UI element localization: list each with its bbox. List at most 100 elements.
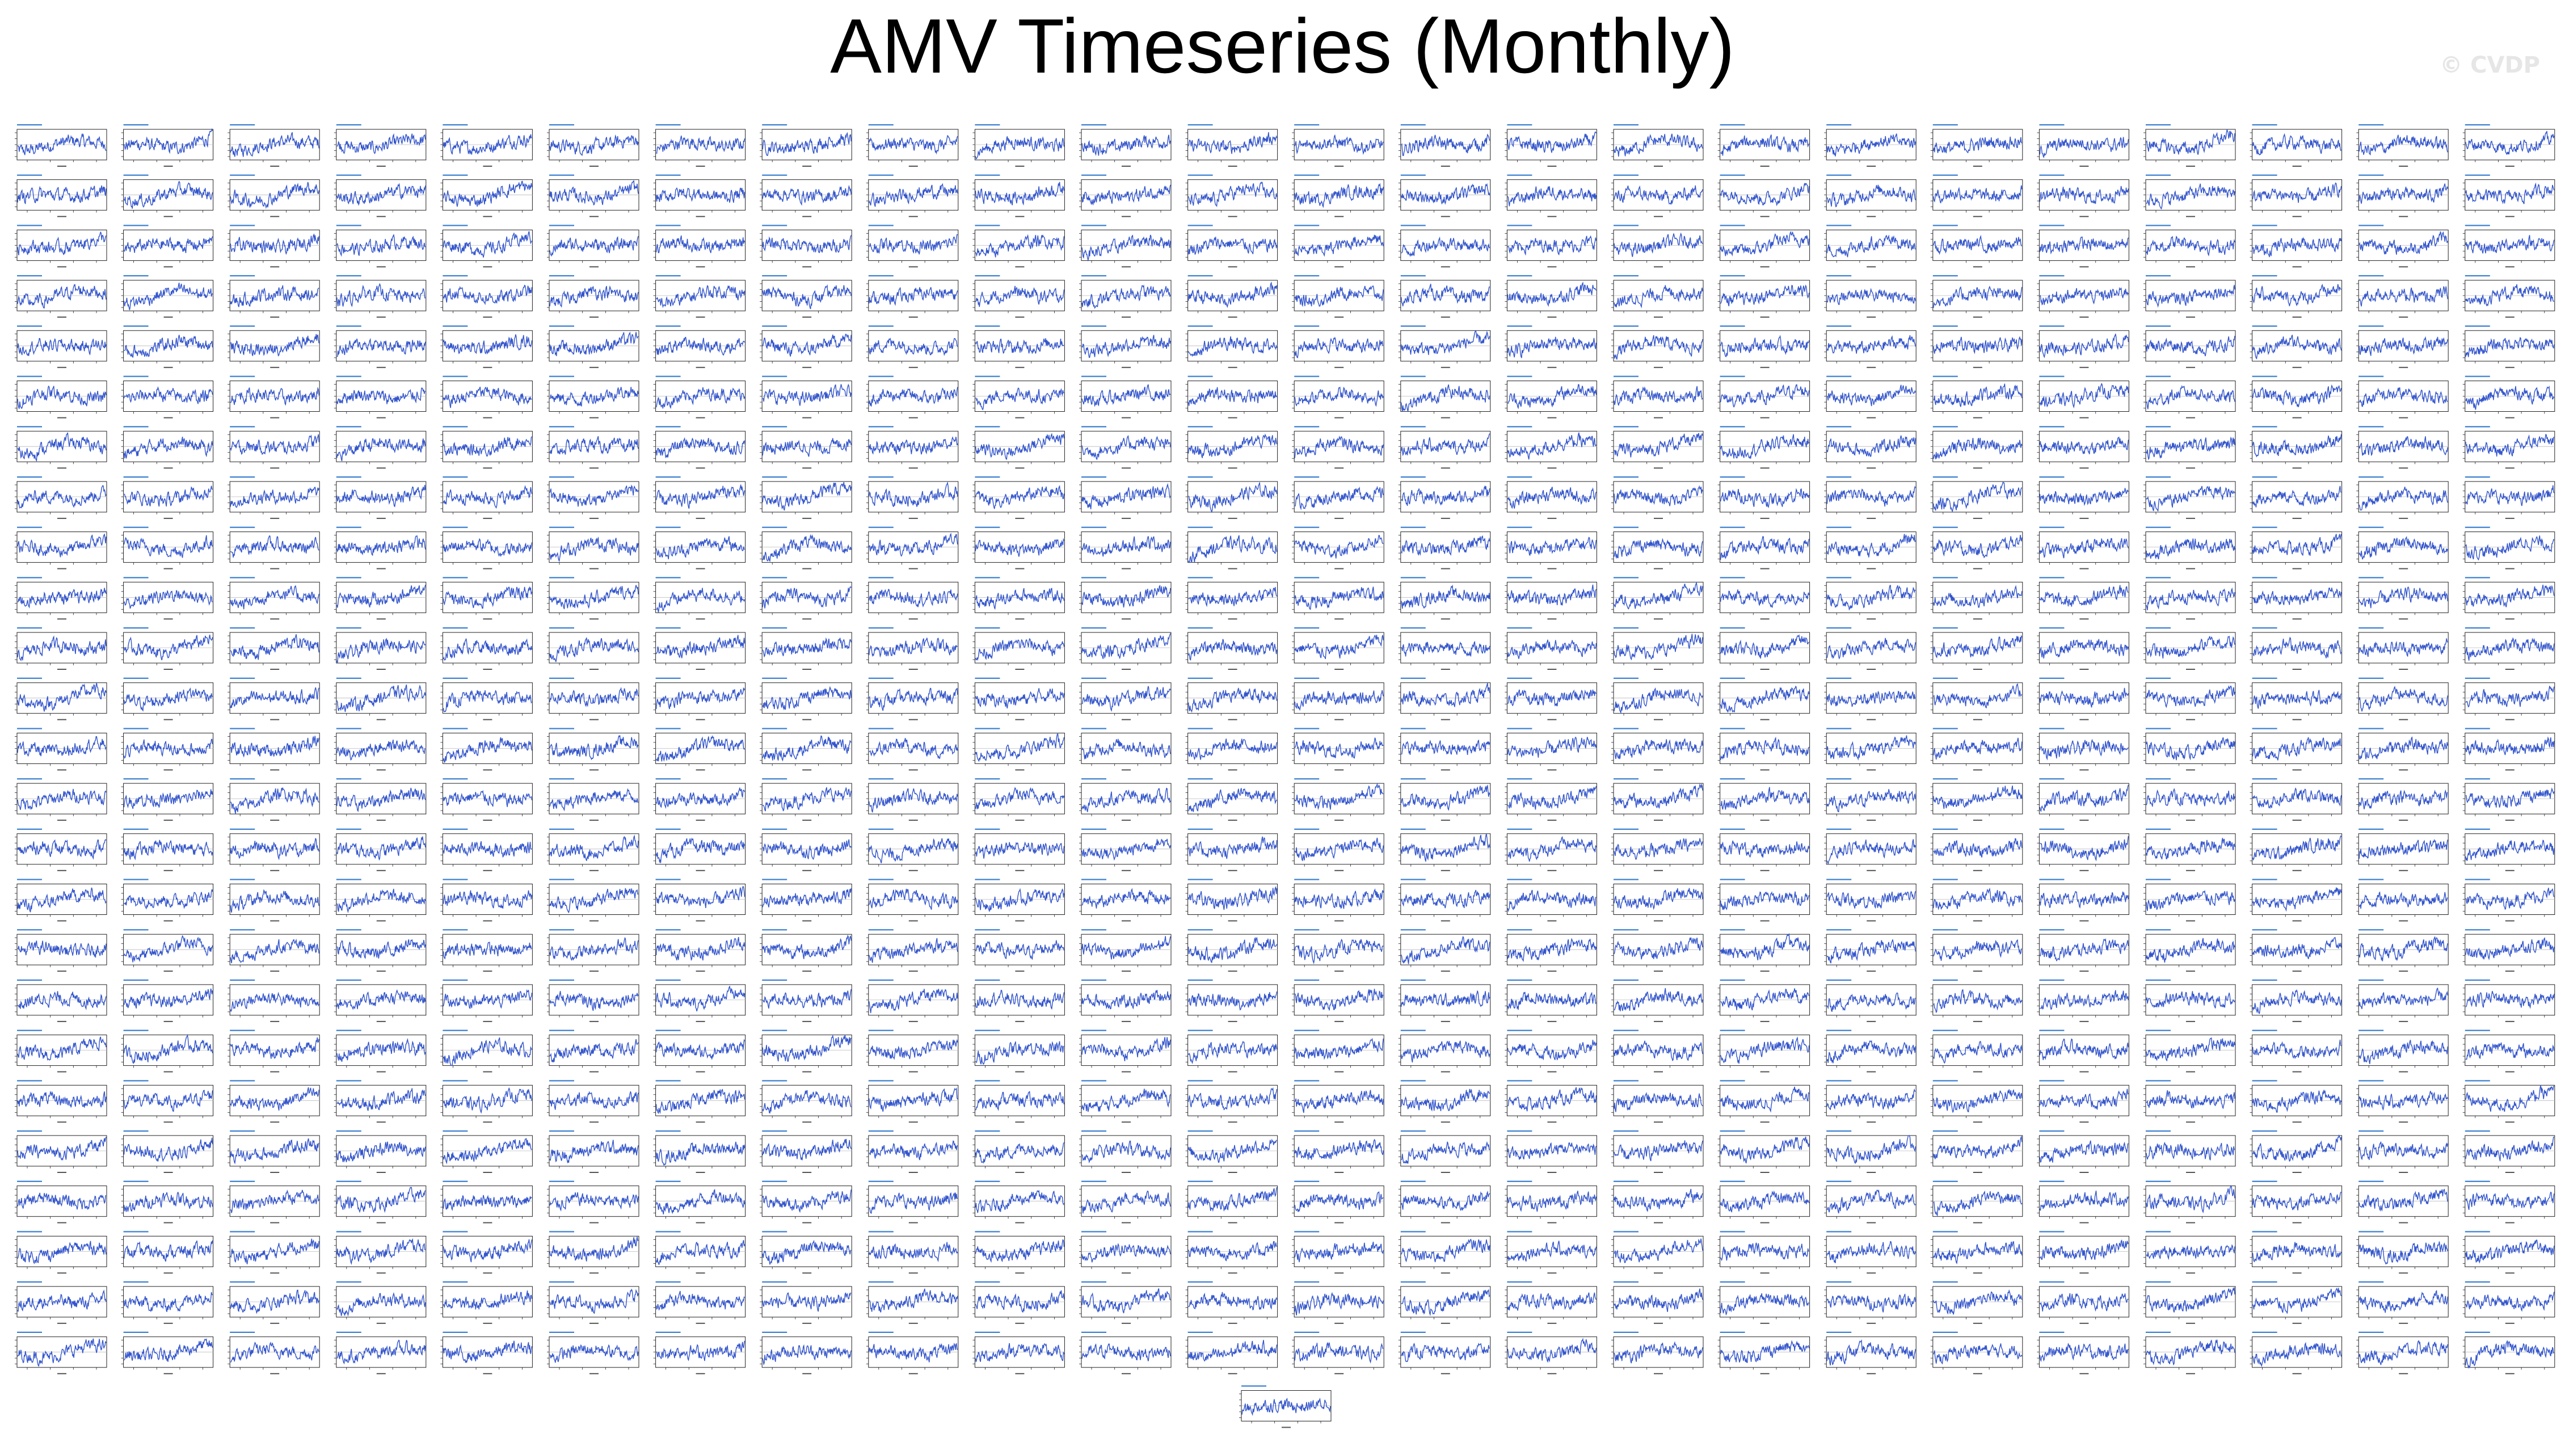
timeseries-panel [1399,577,1490,619]
x-label-mark [1228,719,1237,720]
x-label-mark [1122,166,1131,167]
timeseries-panel [2463,678,2555,720]
panel-title-mark [124,426,149,427]
timeseries-panel [121,175,213,217]
x-label-mark [1441,417,1450,419]
x-label-mark [1441,467,1450,469]
x-label-mark [909,769,918,770]
panel-title-mark [2252,175,2277,176]
panel-title-mark [124,476,149,478]
panel-title-mark [124,527,149,528]
timeseries-panel [1718,175,1810,217]
panel-title-mark [336,627,361,628]
timeseries-panel [1931,678,2023,720]
x-label-mark [2399,467,2408,469]
timeseries-panel [228,577,319,619]
x-label-mark [909,518,918,519]
x-label-mark [2505,166,2515,167]
panel-title-mark [1826,577,1851,578]
x-label-mark [2505,518,2515,519]
panel-title-mark [869,376,894,377]
timeseries-panel [2463,225,2555,267]
panel-title-mark [17,476,42,478]
timeseries-panel [2356,476,2448,519]
timeseries-panel [334,778,426,821]
panel-title-mark [1507,124,1532,125]
panel-title-mark [2465,275,2490,276]
x-label-mark [164,568,173,569]
x-label-mark [1867,820,1876,821]
x-label-mark [696,266,705,267]
x-label-mark [2186,266,2195,267]
panel-title-mark [1081,476,1106,478]
timeseries-panel [866,577,958,619]
panel-title-mark [1720,728,1745,729]
x-label-mark [1334,417,1343,419]
x-label-mark [1654,467,1663,469]
x-label-mark [1228,618,1237,619]
timeseries-panel [334,326,426,368]
timeseries-panel [1718,678,1810,720]
timeseries-panel [547,728,639,770]
x-label-mark [483,669,492,670]
x-label-mark [909,820,918,821]
panel-title-mark [1401,678,1426,679]
x-label-mark [2399,266,2408,267]
x-label-mark [1547,719,1556,720]
panel-title-mark [1933,678,1958,679]
panel-title-mark [1188,326,1213,327]
x-label-mark [1228,568,1237,569]
panel-title-mark [1294,476,1319,478]
x-label-mark [2505,467,2515,469]
x-label-mark [1441,266,1450,267]
x-label-mark [2079,820,2088,821]
x-label-mark [1334,820,1343,821]
x-label-mark [57,568,66,569]
x-label-mark [1015,467,1024,469]
x-label-mark [57,417,66,419]
timeseries-panel [121,225,213,267]
panel-title-mark [1294,527,1319,528]
x-label-mark [1973,568,1982,569]
timeseries-panel [2250,476,2342,519]
timeseries-panel [2037,376,2129,419]
panel-title-mark [549,376,574,377]
timeseries-panel [2463,275,2555,318]
panel-title-mark [1614,527,1639,528]
x-label-mark [1654,417,1663,419]
timeseries-panel [1399,678,1490,720]
timeseries-panel [1399,275,1490,318]
x-label-mark [270,367,279,368]
panel-title-mark [975,678,1000,679]
x-label-mark [589,417,599,419]
panel-title-mark [1081,426,1106,427]
panel-title-mark [17,326,42,327]
panel-title-mark [124,326,149,327]
panel-title-mark [124,175,149,176]
x-label-mark [2399,216,2408,217]
x-label-mark [377,618,386,619]
timeseries-panel [1186,275,1278,318]
x-label-mark [802,316,811,318]
x-label-mark [1334,518,1343,519]
x-label-mark [2505,216,2515,217]
x-label-mark [1867,316,1876,318]
panel-title-mark [1720,778,1745,779]
x-label-mark [1547,216,1556,217]
x-label-mark [2186,669,2195,670]
timeseries-panel [121,527,213,569]
timeseries-panel [1611,527,1703,569]
timeseries-panel [440,124,532,167]
x-label-mark [1760,367,1770,368]
timeseries-panel [121,728,213,770]
x-label-mark [589,518,599,519]
panel-title-mark [1507,476,1532,478]
x-label-mark [802,769,811,770]
x-label-mark [1760,568,1770,569]
x-label-mark [1334,367,1343,368]
x-label-mark [2079,467,2088,469]
x-label-mark [270,417,279,419]
panel-title-mark [17,778,42,779]
timeseries-panel [1292,426,1384,469]
panel-title-mark [2358,175,2383,176]
